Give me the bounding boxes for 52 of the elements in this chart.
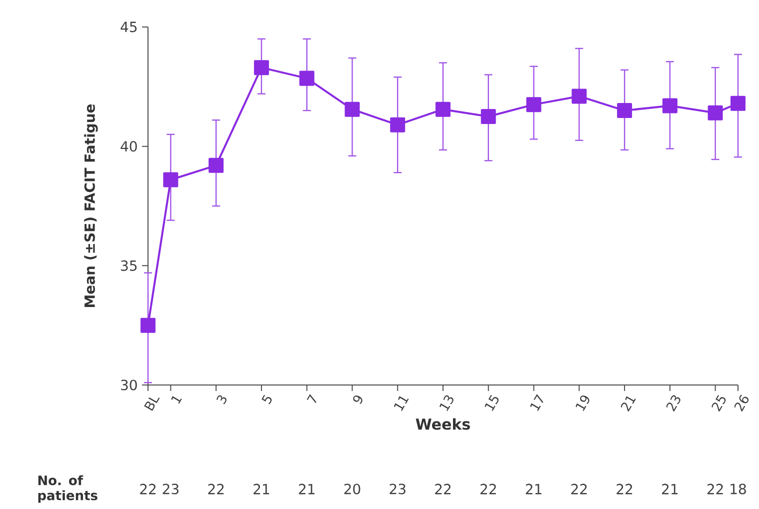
- x-tick-label: 7: [306, 394, 316, 404]
- point: [390, 117, 406, 132]
- x-tick-label: 23: [666, 395, 680, 412]
- point: [708, 105, 723, 120]
- text: 21: [526, 484, 542, 494]
- x-tick-label: 11: [394, 396, 409, 411]
- y-axis-title: Mean (±SE) FACIT Fatigue: [84, 104, 98, 308]
- point: [572, 88, 587, 104]
- x-tick-label: BL: [144, 397, 160, 411]
- point: [526, 97, 542, 112]
- point: [208, 158, 224, 173]
- text: 22: [707, 484, 723, 494]
- point: [730, 96, 746, 111]
- point: [436, 102, 451, 117]
- x-tick-label: 13: [440, 395, 454, 412]
- point: [662, 98, 678, 114]
- x-tick-label: 3: [216, 395, 226, 404]
- point: [344, 102, 360, 117]
- x-tick-label: 5: [262, 394, 272, 404]
- x-tick-label: 19: [576, 395, 590, 412]
- text: 21: [298, 484, 314, 494]
- text: 22: [480, 484, 496, 494]
- point: [299, 70, 314, 86]
- x-axis-title: Weeks: [416, 418, 470, 430]
- x-tick-label: 9: [353, 395, 362, 404]
- text: 23: [390, 484, 406, 494]
- text: 20: [344, 484, 360, 494]
- text: 22: [208, 484, 224, 494]
- y-tick-label: 30: [121, 380, 137, 390]
- x-tick-label: 1: [171, 396, 182, 404]
- text: 18: [730, 484, 746, 494]
- text: 22: [571, 484, 587, 494]
- y-tick-label: 35: [121, 260, 137, 271]
- point: [140, 318, 156, 333]
- text: 21: [662, 484, 678, 494]
- point: [163, 172, 178, 188]
- x-tick-label: 17: [530, 394, 544, 411]
- text: 21: [254, 484, 270, 494]
- text: 22: [616, 484, 632, 494]
- x-tick-label: 25: [712, 394, 726, 412]
- point: [254, 60, 269, 76]
- point: [617, 103, 632, 118]
- text: 22: [435, 484, 451, 494]
- text: No. of patients: [38, 475, 98, 503]
- x-tick-label: 15: [484, 394, 499, 411]
- text: 23: [162, 484, 178, 494]
- y-tick-label: 40: [120, 141, 137, 152]
- x-tick-label: 26: [734, 394, 749, 412]
- point: [480, 108, 496, 124]
- text: 22: [140, 484, 156, 494]
- x-tick-label: 21: [620, 396, 636, 412]
- y-tick-label: 45: [120, 22, 137, 32]
